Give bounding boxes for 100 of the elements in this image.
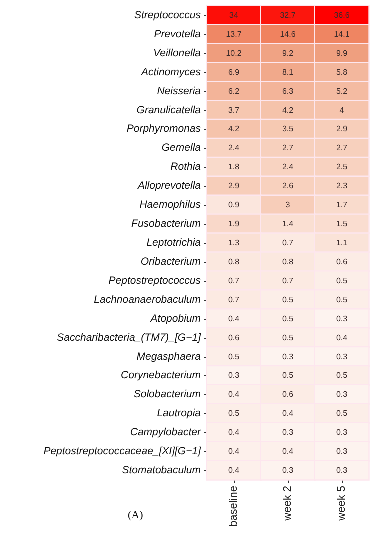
data-label: 3 [286, 200, 291, 210]
data-label: 0.3 [336, 390, 348, 400]
y-tick-label: Campylobacter [130, 426, 202, 439]
y-tick-label: Stomatobaculum [122, 464, 202, 477]
y-tick-label: Oribacterium [140, 256, 202, 268]
data-label: 3.5 [282, 124, 294, 134]
y-tick-label: Solobacterium [134, 388, 202, 401]
data-label: 0.4 [228, 428, 240, 438]
data-label: 0.4 [228, 447, 240, 456]
data-label: 2.5 [336, 162, 348, 172]
data-label: 2.6 [282, 182, 294, 191]
data-label: 0.3 [336, 466, 348, 476]
y-tick-label: Megasphaera [136, 350, 202, 363]
y-tick-label: Saccharibacteria_(TM7)_[G−1] [57, 332, 202, 344]
y-tick-label: Gemella [162, 142, 202, 154]
y-tick-label: Neisseria [157, 85, 202, 98]
data-label: 0.5 [228, 409, 240, 418]
data-label: 6.9 [228, 68, 240, 77]
data-label: 1.4 [282, 220, 294, 229]
data-label: 2.9 [228, 182, 240, 191]
data-label: 34 [230, 10, 239, 20]
y-tick-label: Actinomyces [140, 66, 202, 78]
data-label: 2.3 [336, 182, 348, 191]
data-label: 5.2 [336, 86, 348, 96]
data-label: 0.8 [282, 257, 294, 266]
data-label: 1.1 [336, 238, 348, 248]
data-label: 2.9 [336, 124, 348, 134]
data-label: 6.3 [282, 86, 294, 96]
data-label: 0.5 [282, 371, 294, 380]
data-label: 0.3 [282, 352, 294, 362]
data-label: 1.7 [336, 200, 348, 210]
y-tick-label: Atopobium [150, 312, 202, 325]
y-tick-label: Granulicatella [136, 104, 202, 116]
y-tick-label: Corynebacterium [121, 370, 202, 382]
data-label: 2.7 [336, 144, 348, 153]
data-label: 36.6 [334, 10, 350, 20]
data-label: 0.7 [282, 238, 294, 248]
data-label: 14.6 [280, 30, 296, 39]
data-label: 0.3 [282, 466, 294, 476]
data-label: 0.5 [336, 276, 348, 286]
data-label: 0.5 [336, 371, 348, 380]
data-label: 0.5 [336, 409, 348, 418]
data-label: 0.6 [228, 333, 240, 342]
data-label: 0.4 [228, 466, 240, 476]
data-label: 0.3 [228, 371, 240, 380]
y-tick-label: Alloprevotella [136, 180, 202, 192]
data-label: 9.2 [282, 48, 294, 58]
y-tick-label: Peptostreptococcaceae_[XI][G−1] [44, 446, 202, 458]
data-label: 4.2 [282, 106, 294, 115]
data-label: 10.2 [226, 48, 242, 58]
data-label: 0.4 [228, 390, 240, 400]
data-label: 0.7 [228, 295, 240, 304]
data-label: 1.3 [228, 238, 240, 248]
data-label: 4 [340, 106, 345, 115]
y-tick-label: Streptococcus [134, 9, 202, 22]
data-label: 0.4 [336, 333, 348, 342]
data-label: 0.5 [336, 295, 348, 304]
data-label: 0.3 [282, 428, 294, 438]
y-tick-label: Prevotella [154, 28, 202, 40]
data-label: 0.3 [336, 352, 348, 362]
data-label: 13.7 [226, 30, 242, 39]
data-label: 0.6 [336, 257, 348, 266]
x-tick-label: baseline [228, 486, 240, 527]
data-label: 0.9 [228, 200, 240, 210]
x-tick-label: week 5 [336, 486, 348, 522]
y-tick-label: Peptostreptococcus [108, 274, 202, 287]
data-label: 5.8 [336, 68, 348, 77]
data-label: 0.4 [282, 409, 294, 418]
x-tick-label: week 2 [282, 486, 294, 522]
data-label: 1.5 [336, 220, 348, 229]
data-label: 1.8 [228, 162, 240, 172]
data-label: 0.7 [282, 276, 294, 286]
data-label: 2.4 [228, 144, 240, 153]
y-tick-label: Veillonella [154, 47, 202, 60]
data-label: 2.7 [282, 144, 294, 153]
data-label: 4.2 [228, 124, 240, 134]
text: (A) [128, 510, 144, 522]
data-label: 9.9 [336, 48, 348, 58]
y-tick-label: Fusobacterium [132, 218, 202, 230]
y-tick-label: Lautropia [157, 408, 202, 420]
y-tick-label: Leptotrichia [146, 237, 202, 249]
data-label: 2.4 [282, 162, 294, 172]
data-label: 1.9 [228, 220, 240, 229]
data-label: 0.5 [282, 333, 294, 342]
data-label: 0.8 [228, 257, 240, 266]
data-label: 0.5 [282, 295, 294, 304]
data-label: 8.1 [282, 68, 294, 77]
data-label: 32.7 [280, 10, 296, 20]
data-label: 0.4 [228, 314, 240, 324]
y-tick-label: Haemophilus [140, 199, 202, 212]
data-label: 0.4 [282, 447, 294, 456]
data-label: 0.7 [228, 276, 240, 286]
data-label: 0.3 [336, 314, 348, 324]
data-label: 0.3 [336, 447, 348, 456]
y-tick-label: Porphyromonas [126, 123, 202, 136]
data-label: 0.3 [336, 428, 348, 438]
data-label: 0.5 [228, 352, 240, 362]
y-tick-label: Lachnoanaerobaculum [94, 294, 202, 306]
data-label: 6.2 [228, 86, 240, 96]
data-label: 3.7 [228, 106, 240, 115]
